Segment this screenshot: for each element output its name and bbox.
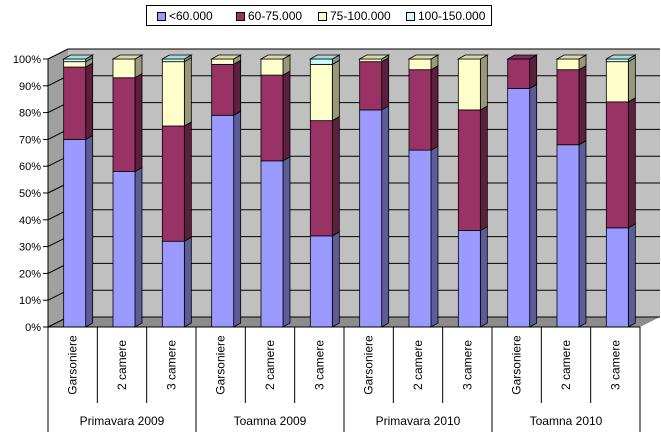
bar-segment-75-100-000 (309, 59, 340, 122)
bar-top-cap (160, 54, 193, 60)
bar-segment-lt-60-000 (211, 110, 242, 328)
bar-segment-60-75-000 (161, 121, 192, 242)
bar-top-cap (62, 54, 95, 60)
bar-segment-lt-60-000 (112, 166, 143, 328)
legend-swatch-75-100000 (318, 11, 327, 21)
bar-top-cap (358, 54, 391, 60)
x-tick-label: 2 camere (263, 340, 277, 390)
x-tick-label: Garsoniere (66, 335, 80, 395)
legend-item-100-150000: 100-150.000 (406, 9, 485, 23)
x-tick-label: 2 camere (115, 340, 129, 390)
y-tick-label: 80% (19, 108, 41, 120)
legend-swatch-60-75000 (236, 11, 245, 21)
bar-top-cap (604, 54, 637, 60)
x-tick-label: 3 camere (164, 340, 178, 390)
x-axis: Garsoniere 2 camere 3 camere Garsoniere 2 ca… (47, 326, 641, 432)
bar-segment-60-75-000 (556, 65, 587, 146)
bar-segment-75-100-000 (457, 54, 488, 111)
bar-segment-75-100-000 (112, 54, 143, 79)
y-axis-ticks: 0% 10% 20% 30% 40% 50% 60% 70% 80% 90% 100% (13, 54, 49, 334)
x-group-label: Toamna 2009 (234, 414, 307, 428)
x-tick-label: Garsoniere (510, 335, 524, 395)
x-tick-label: 3 camere (608, 340, 622, 390)
bar-segment-60-75-000 (112, 73, 143, 173)
chart-legend: <60.000 60-75.000 75-100.000 100-150.000 (146, 5, 492, 26)
bar-top-cap (259, 54, 292, 60)
bar-segment-60-75-000 (63, 62, 94, 141)
y-tick-label: 60% (19, 161, 41, 173)
x-tick-label: 2 camere (559, 340, 573, 390)
legend-item-60-75000: 60-75.000 (236, 9, 302, 23)
legend-swatch-lt-60000 (157, 11, 166, 21)
x-tick-label: 2 camere (411, 340, 425, 390)
y-tick-label: 50% (19, 188, 41, 200)
bar-segment-lt-60-000 (556, 140, 587, 328)
bar-segment-lt-60-000 (161, 236, 192, 328)
plot-floor (48, 317, 660, 327)
bar-segment-lt-60-000 (63, 134, 94, 328)
gridline (47, 48, 660, 60)
y-tick-label: 90% (19, 81, 41, 93)
x-group-label: Toamna 2010 (530, 414, 603, 428)
bar-segment-75-100-000 (605, 56, 636, 103)
x-group-label: Primavara 2009 (80, 414, 165, 428)
bar-segment-75-100-000 (260, 54, 291, 76)
bar-top-cap (210, 54, 243, 60)
bar-segment-lt-60-000 (359, 105, 390, 328)
x-tick-label: Garsoniere (214, 335, 228, 395)
bar-segment-lt-60-000 (507, 83, 538, 328)
bar-top-cap (456, 54, 489, 60)
x-tick-label: 3 camere (312, 340, 326, 390)
bar-segment-lt-60-000 (309, 231, 340, 328)
bar-top-cap (407, 54, 440, 60)
bar-segment-60-75-000 (260, 70, 291, 162)
y-tick-label: 10% (19, 295, 41, 307)
bars (62, 54, 637, 328)
y-tick-label: 40% (19, 215, 41, 227)
legend-label-100-150000: 100-150.000 (418, 9, 486, 23)
bar-top-cap (111, 54, 144, 60)
bar-segment-lt-60-000 (605, 223, 636, 328)
y-tick-label: 30% (19, 242, 41, 254)
bar-segment-lt-60-000 (457, 225, 488, 328)
bar-segment-60-75-000 (507, 54, 538, 90)
legend-swatch-100-150000 (406, 11, 415, 21)
bar-segment-60-75-000 (211, 59, 242, 116)
bar-segment-60-75-000 (309, 115, 340, 237)
y-tick-label: 70% (19, 134, 41, 146)
x-tick-label: 3 camere (460, 340, 474, 390)
bar-segment-60-75-000 (408, 65, 439, 151)
bar-segment-lt-60-000 (260, 156, 291, 328)
legend-label-60-75000: 60-75.000 (248, 9, 303, 23)
bar-top-cap (555, 54, 588, 60)
bar-segment-100-150-000 (309, 54, 340, 66)
bar-segment-60-75-000 (457, 105, 488, 232)
legend-item-lt-60000: <60.000 (157, 9, 213, 23)
y-tick-label: 0% (25, 322, 41, 334)
legend-label-lt-60000: <60.000 (169, 9, 213, 23)
x-group-label: Primavara 2010 (376, 414, 461, 428)
x-tick-label: Garsoniere (362, 335, 376, 395)
bar-segment-lt-60-000 (408, 145, 439, 328)
bar-segment-60-75-000 (359, 56, 390, 111)
y-tick-label: 100% (13, 54, 41, 66)
bar-segment-75-100-000 (161, 56, 192, 127)
legend-item-75-100000: 75-100.000 (318, 9, 391, 23)
legend-label-75-100000: 75-100.000 (330, 9, 391, 23)
bar-top-cap (506, 54, 539, 60)
y-tick-label: 20% (19, 268, 41, 280)
bar-segment-60-75-000 (605, 97, 636, 229)
bar-top-cap (308, 54, 341, 60)
